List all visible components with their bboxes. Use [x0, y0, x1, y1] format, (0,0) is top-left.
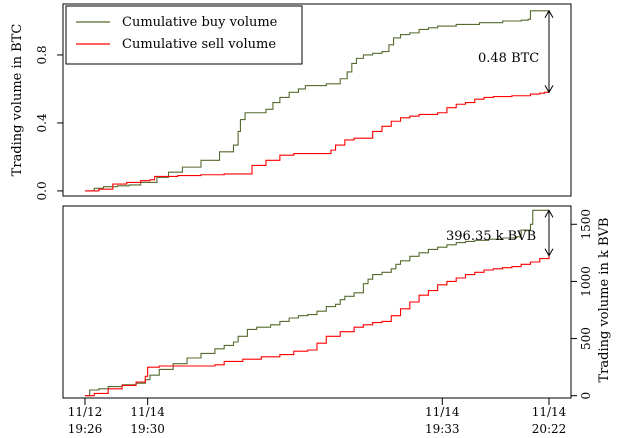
top-series-line-sell	[85, 90, 550, 192]
legend: Cumulative buy volume Cumulative sell vo…	[65, 5, 303, 65]
bottom-annotation-arrowhead-top	[544, 209, 554, 218]
legend-box	[65, 5, 303, 65]
top-difference-annotation	[544, 9, 554, 94]
bottom-plot-frame	[62, 205, 572, 399]
bottom-y-tick-label: 500	[579, 327, 593, 350]
x-tick-label-time: 19:30	[130, 422, 165, 436]
bottom-y-tick-label: 0	[579, 392, 593, 400]
x-axis-ticks: 11/12 19:26 11/14 19:30 11/14 19:33 11/14 20:22	[68, 398, 567, 436]
top-y-tick-label: 0.0	[35, 181, 49, 200]
x-tick-label-time: 19:33	[425, 422, 460, 436]
top-y-tick-label: 0.4	[35, 113, 49, 132]
bottom-series	[85, 209, 550, 397]
bottom-y-ticks: 0 500 1000 1500	[571, 209, 593, 400]
bottom-difference-annotation	[544, 209, 554, 257]
x-tick-label-date: 11/14	[425, 405, 460, 419]
bottom-panel: 0 500 1000 1500 Trading volume in k BVB 396…	[62, 205, 612, 436]
bottom-difference-label: 396.35 k BVB	[446, 229, 536, 244]
bottom-series-line-buy	[85, 209, 549, 397]
x-tick-label-time: 19:26	[68, 422, 103, 436]
top-plot-frame	[62, 3, 572, 197]
x-tick-label-date: 11/12	[68, 405, 103, 419]
top-annotation-arrowhead-bottom	[544, 85, 554, 94]
legend-label-sell: Cumulative sell volume	[122, 37, 276, 52]
legend-label-buy: Cumulative buy volume	[122, 15, 278, 30]
top-y-axis-title: Trading volume in BTC	[10, 24, 25, 177]
top-series	[85, 10, 550, 192]
top-difference-label: 0.48 BTC	[478, 51, 539, 66]
bottom-annotation-arrowhead-bottom	[544, 248, 554, 257]
bottom-y-axis-title: Trading volume in k BVB	[597, 218, 612, 383]
x-tick-label-date: 11/14	[532, 405, 567, 419]
top-panel: 0.0 0.4 0.8 Trading volume in BTC Cumulati…	[10, 3, 572, 200]
top-y-ticks: 0.0 0.4 0.8	[35, 45, 63, 200]
bottom-y-tick-label: 1000	[579, 266, 593, 297]
top-annotation-arrowhead-top	[544, 9, 554, 19]
bottom-series-line-sell	[85, 255, 550, 397]
top-y-tick-label: 0.8	[35, 45, 49, 64]
x-tick-label-date: 11/14	[130, 405, 165, 419]
top-series-line-buy	[85, 10, 549, 192]
x-tick-label-time: 20:22	[532, 422, 567, 436]
bottom-y-tick-label: 1500	[579, 209, 593, 240]
